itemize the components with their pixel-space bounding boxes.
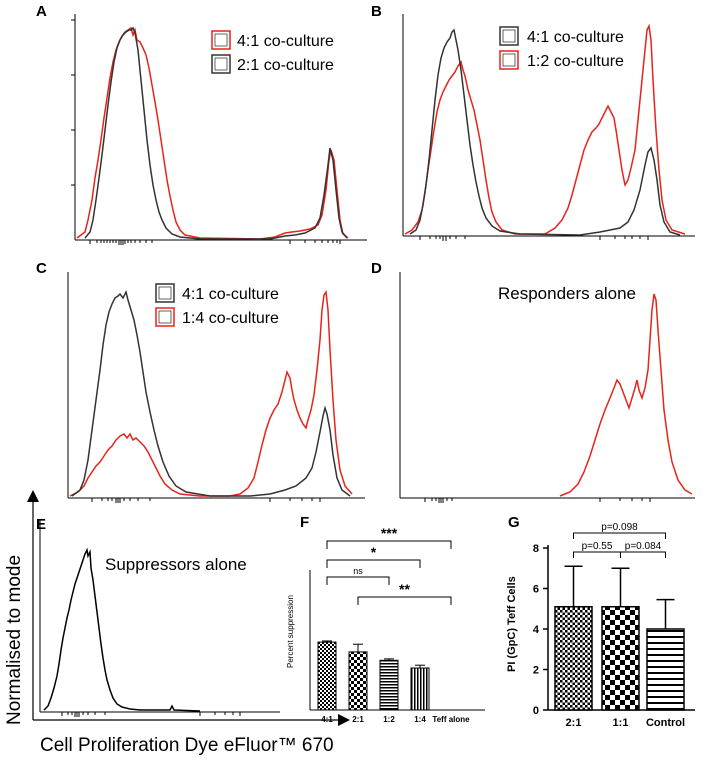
y-tick-label: 4 xyxy=(533,624,540,636)
panel-letter-d: D xyxy=(371,260,382,277)
significance-label: ** xyxy=(399,581,410,597)
panel-d-curve-responders xyxy=(559,293,693,497)
panel-c-x-minor-ticks xyxy=(91,498,321,503)
panel-b-x-minor-ticks xyxy=(419,236,649,241)
panel-g-tick-labels: 2:1 1:1 Control xyxy=(566,717,686,729)
panel-c: C 4:1 co-culture 1:4 co-culture xyxy=(36,260,365,503)
bar-Control xyxy=(646,628,685,711)
tick-label: 2:1 xyxy=(352,715,364,724)
significance-bracket xyxy=(573,532,666,539)
tick-label: Teff alone xyxy=(432,715,470,724)
tick-label: 1:2 xyxy=(383,715,395,724)
legend-swatch-dark xyxy=(499,26,519,46)
significance-bracket xyxy=(620,551,666,558)
panel-a-legend-label-2: 2:1 co-culture xyxy=(237,57,334,74)
panel-g-y-ticks: 0 2 4 6 8 xyxy=(533,543,548,717)
panel-b-curve-1to2 xyxy=(404,23,686,235)
panel-g: G PI (GpC) Teff Cells 0 2 4 6 8 2:1 1:1 Contro… xyxy=(506,514,695,729)
panel-e-curve-suppressors xyxy=(43,547,201,712)
legend-swatch-dark xyxy=(211,54,231,74)
panel-a-legend-label-1: 4:1 co-culture xyxy=(237,33,334,50)
tick-label: 1:4 xyxy=(414,715,426,724)
legend-swatch-red xyxy=(211,30,231,50)
panel-a-x-minor-ticks xyxy=(89,240,341,245)
legend-swatch-red xyxy=(155,307,175,327)
panel-g-significance: p=0.098 p=0.55 p=0.084 xyxy=(573,522,666,558)
panel-e: E Suppressors alone xyxy=(27,490,350,726)
significance-bracket xyxy=(573,551,621,558)
significance-bracket xyxy=(326,540,452,549)
y-tick-label: 8 xyxy=(533,543,539,555)
x-axis-title: Cell Proliferation Dye eFluor™ 670 xyxy=(40,735,334,756)
panel-b-curve-4to1 xyxy=(409,28,681,236)
panel-a-legend: 4:1 co-culture 2:1 co-culture xyxy=(211,30,334,74)
panel-f-bars xyxy=(317,640,430,711)
significance-label: p=0.098 xyxy=(601,522,638,533)
panel-c-legend-label-2: 1:4 co-culture xyxy=(182,310,279,327)
significance-label: * xyxy=(371,544,377,560)
y-tick-label: 6 xyxy=(533,584,539,596)
panel-letter-e: E xyxy=(36,516,46,533)
bar-1-4 xyxy=(410,667,430,711)
significance-bracket xyxy=(357,596,452,605)
panel-letter-a: A xyxy=(36,3,47,20)
panel-g-bars xyxy=(554,565,685,711)
panel-d: D Responders alone xyxy=(371,260,695,503)
panel-a-y-ticks xyxy=(71,19,75,186)
panel-c-legend: 4:1 co-culture 1:4 co-culture xyxy=(155,283,279,327)
tick-label: 2:1 xyxy=(566,717,582,729)
panel-c-curve-1to4 xyxy=(69,289,353,497)
panel-b-legend-label-2: 1:2 co-culture xyxy=(527,53,624,70)
bar-1-2 xyxy=(379,659,399,711)
panel-d-label: Responders alone xyxy=(498,284,636,303)
panel-g-ylabel: PI (GpC) Teff Cells xyxy=(506,576,518,672)
significance-bracket xyxy=(326,559,421,568)
significance-label: ns xyxy=(353,566,363,576)
tick-label: 1:1 xyxy=(613,717,629,729)
panel-d-x-minor-ticks xyxy=(424,498,651,503)
bar-2-1 xyxy=(554,605,593,711)
panel-letter-c: C xyxy=(36,260,47,277)
panel-letter-b: B xyxy=(371,3,382,20)
significance-bracket xyxy=(326,576,390,585)
panel-a: A 4:1 co-culture 2:1 co-culture xyxy=(36,3,367,245)
significance-label: *** xyxy=(381,525,398,541)
y-tick-label: 0 xyxy=(533,705,539,717)
legend-swatch-red xyxy=(499,50,519,70)
panel-b-legend-label-1: 4:1 co-culture xyxy=(527,29,624,46)
panel-letter-f: F xyxy=(300,514,309,531)
panel-f-significance: **** ns ** xyxy=(326,525,452,605)
arrow-up-icon xyxy=(27,490,39,502)
significance-label: p=0.084 xyxy=(625,541,662,552)
panel-a-curve-4to1 xyxy=(76,26,349,240)
panel-f: F Percent suppression 4:1 2:1 1:2 1:4 Teff a… xyxy=(286,514,485,724)
tick-label: Control xyxy=(646,717,685,729)
panel-b-legend: 4:1 co-culture 1:2 co-culture xyxy=(499,26,624,70)
panel-f-tick-labels: 4:1 2:1 1:2 1:4 Teff alone xyxy=(321,715,470,724)
y-axis-title: Normalised to mode xyxy=(4,555,25,725)
panel-f-ylabel: Percent suppression xyxy=(286,595,295,668)
panel-b: B 4:1 co-culture 1:2 co-culture xyxy=(371,3,695,241)
bar-2-1 xyxy=(348,651,368,711)
panel-a-curve-2to1 xyxy=(84,26,348,240)
bar-4-1 xyxy=(317,641,337,711)
significance-label: p=0.55 xyxy=(582,541,613,552)
panel-c-legend-label-1: 4:1 co-culture xyxy=(182,286,279,303)
panel-e-x-minor-ticks xyxy=(61,712,241,717)
panel-letter-g: G xyxy=(508,514,520,531)
tick-label: 4:1 xyxy=(321,715,333,724)
bar-1-1 xyxy=(601,605,640,711)
panel-e-label: Suppressors alone xyxy=(105,555,247,574)
panel-c-curve-4to1 xyxy=(71,289,351,497)
arrow-right-icon xyxy=(338,714,350,726)
legend-swatch-dark xyxy=(155,283,175,303)
y-tick-label: 2 xyxy=(533,665,539,677)
